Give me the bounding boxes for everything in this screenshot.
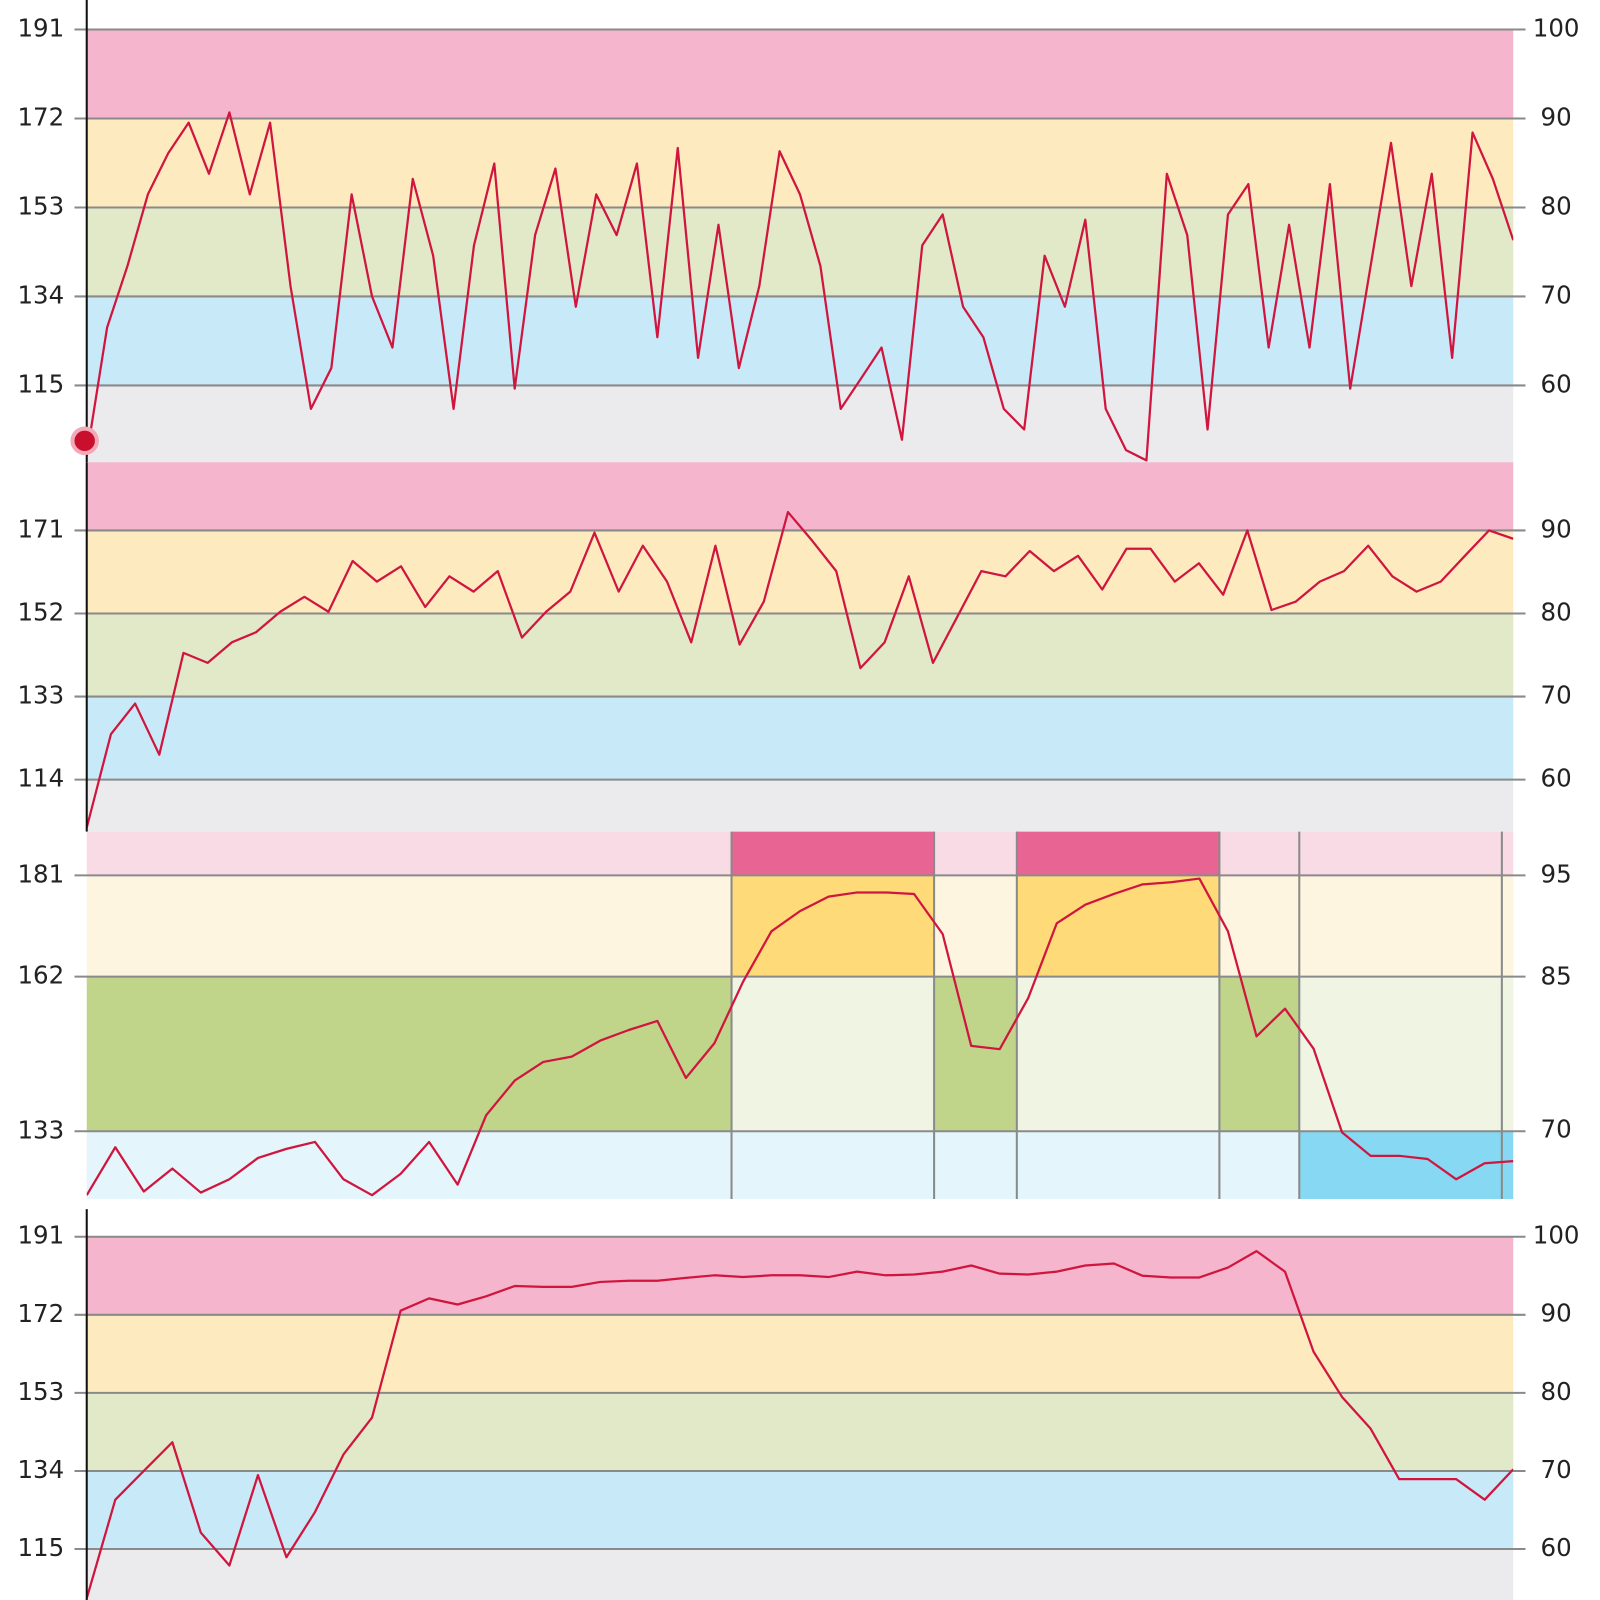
y2-tick-label: 95 [1541, 860, 1572, 889]
zone-band [86, 831, 732, 876]
chart-panel: 181 162 133 95 85 70 [17, 831, 1572, 1199]
y2-tick-label: 60 [1541, 763, 1572, 792]
zone-band [86, 29, 1514, 119]
zone-band [1501, 831, 1514, 876]
zone-band [731, 1131, 935, 1199]
zone-band [1501, 976, 1514, 1132]
zone-band [1219, 831, 1300, 876]
y2-tick-label: 80 [1541, 192, 1572, 221]
chart-panel: 191 172 153 134 115 100 90 80 70 60 [17, 1209, 1579, 1600]
zone-band [86, 0, 1514, 30]
y2-tick-label: 70 [1541, 1115, 1572, 1144]
zone-band [86, 1392, 1514, 1471]
zone-band [1219, 875, 1300, 977]
y-tick-label: 115 [17, 1533, 64, 1562]
zone-band [1501, 875, 1514, 977]
zone-band [731, 831, 935, 876]
y-tick-label: 133 [17, 1115, 64, 1144]
zone-band [86, 462, 1514, 531]
zone-band [86, 875, 732, 977]
zone-band [86, 779, 1514, 832]
zone-band [86, 1549, 1514, 1600]
y2-tick-label: 100 [1533, 13, 1580, 42]
heart-rate-line [86, 877, 1514, 1197]
zone-band [731, 875, 935, 977]
y-tick-label: 181 [17, 859, 64, 888]
y-tick-label: 134 [17, 1455, 64, 1484]
zone-band [1016, 831, 1220, 876]
y2-tick-label: 60 [1541, 370, 1572, 399]
y-tick-label: 114 [17, 764, 64, 793]
zone-band [934, 1131, 1017, 1199]
chart-panel: 191 172 153 134 115 100 90 80 70 60 [17, 0, 1580, 463]
zone-band [1299, 831, 1502, 876]
y-tick-label: 133 [17, 681, 64, 710]
y2-tick-label: 80 [1541, 597, 1572, 626]
zone-band [1016, 875, 1220, 977]
y2-tick-label: 100 [1533, 1221, 1580, 1250]
zone-band [86, 1314, 1514, 1393]
y-tick-label: 134 [17, 280, 64, 309]
y2-tick-label: 70 [1541, 680, 1572, 709]
y-tick-label: 171 [17, 514, 64, 543]
zone-band [86, 530, 1514, 614]
zone-band [731, 976, 935, 1132]
y-tick-label: 191 [17, 14, 64, 43]
y2-tick-label: 70 [1541, 1455, 1572, 1484]
heart-rate-line [86, 111, 1514, 462]
y2-tick-label: 70 [1541, 281, 1572, 310]
y-tick-label: 191 [17, 1221, 64, 1250]
cursor-marker[interactable] [74, 430, 95, 452]
y-tick-label: 153 [17, 1377, 64, 1406]
zone-band [934, 875, 1017, 977]
y2-tick-label: 80 [1541, 1377, 1572, 1406]
zone-band [86, 385, 1514, 463]
zone-band [1219, 976, 1300, 1132]
zone-band [86, 696, 1514, 780]
y2-tick-label: 85 [1541, 962, 1572, 991]
charts: 191 172 153 134 115 100 90 80 70 60 171 152 133 114 90… [17, 0, 1579, 1600]
zone-band [934, 976, 1017, 1132]
y2-tick-label: 90 [1541, 1299, 1572, 1328]
zone-band [1299, 1131, 1502, 1199]
zone-band [86, 207, 1514, 297]
zone-band [1299, 976, 1502, 1132]
y-tick-label: 153 [17, 191, 64, 220]
zone-band [1501, 1131, 1514, 1199]
zone-band [86, 976, 732, 1132]
zone-band [1016, 976, 1220, 1132]
heart-rate-line [86, 510, 1514, 828]
y-tick-label: 162 [17, 961, 64, 990]
zone-band [86, 1209, 1514, 1237]
chart-panel: 171 152 133 114 90 80 70 60 [17, 462, 1572, 832]
zone-band [1219, 1131, 1300, 1199]
y-tick-label: 115 [17, 369, 64, 398]
zone-band [86, 1470, 1514, 1550]
y2-tick-label: 90 [1541, 102, 1572, 131]
zone-band [1299, 875, 1502, 977]
y-tick-label: 172 [17, 102, 64, 131]
y-tick-label: 152 [17, 597, 64, 626]
y2-tick-label: 90 [1541, 514, 1572, 543]
zone-band [86, 613, 1514, 697]
heart-rate-line [86, 1250, 1514, 1599]
zone-band [934, 831, 1017, 876]
y2-tick-label: 60 [1541, 1533, 1572, 1562]
zone-band [1016, 1131, 1220, 1199]
y-tick-label: 172 [17, 1299, 64, 1328]
